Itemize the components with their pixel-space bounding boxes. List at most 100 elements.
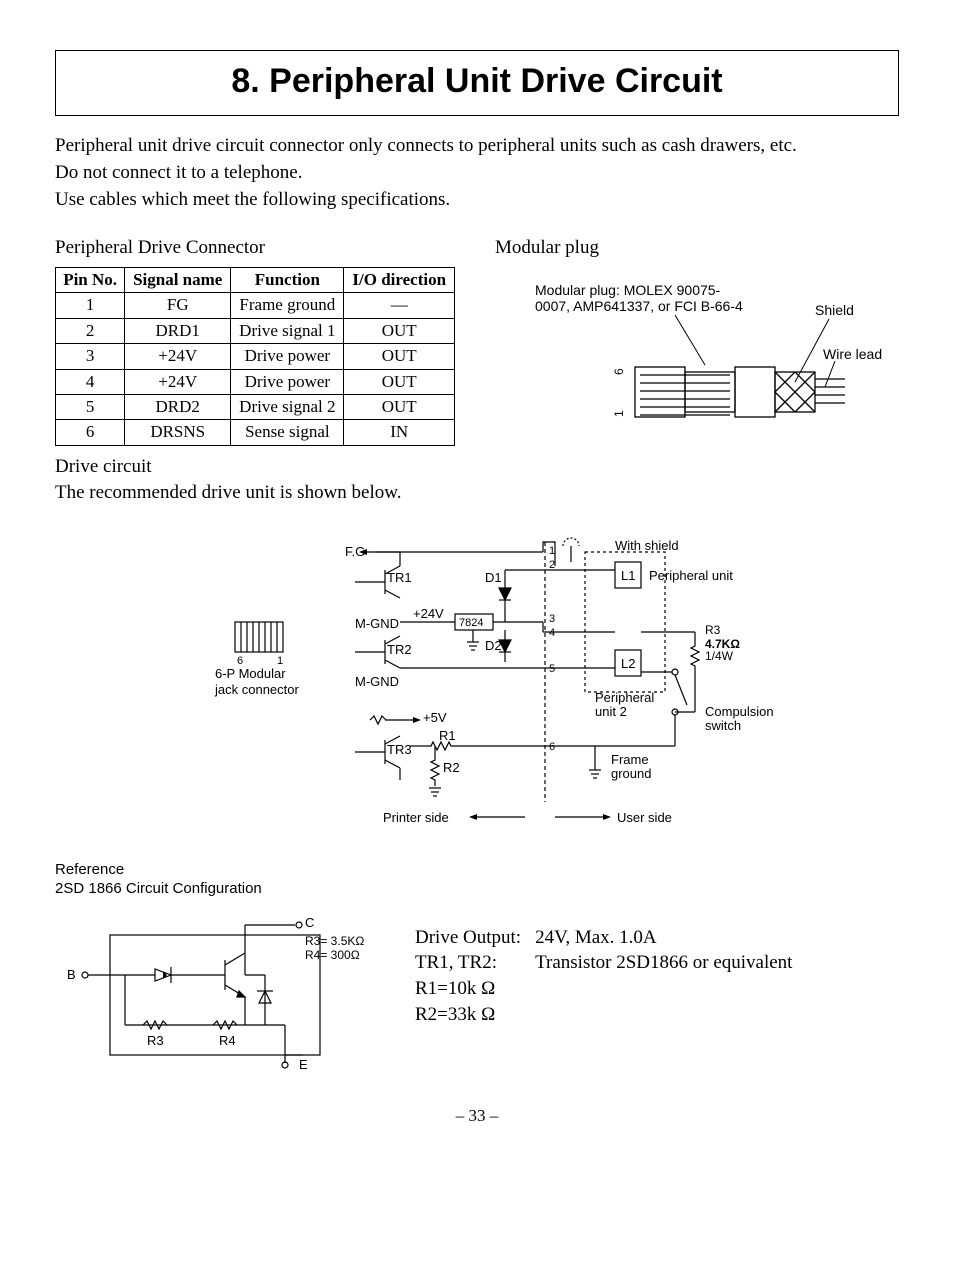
svg-text:5: 5 [549,663,555,675]
spec-tr-l: TR1, TR2: [415,950,521,976]
svg-text:B: B [67,967,76,982]
table-row: 3+24VDrive powerOUT [56,344,455,369]
svg-text:User side: User side [617,810,672,825]
modular-plug-diagram: Modular plug: MOLEX 90075- 0007, AMP6413… [495,267,895,447]
cell-io: OUT [344,369,455,394]
intro-p1: Peripheral unit drive circuit connector … [55,134,899,159]
svg-text:1/4W: 1/4W [705,649,734,663]
table-row: 4+24VDrive powerOUT [56,369,455,394]
svg-text:R3: R3 [147,1033,164,1048]
svg-text:+24V: +24V [413,606,444,621]
cell-io: OUT [344,394,455,419]
cell-func: Frame ground [231,293,344,318]
svg-text:ground: ground [611,766,651,781]
svg-text:6: 6 [549,741,555,753]
th-io: I/O direction [344,267,455,292]
svg-text:+5V: +5V [423,710,447,725]
cell-signal: DRD1 [125,318,231,343]
svg-text:1: 1 [277,655,283,667]
th-signal: Signal name [125,267,231,292]
cell-pin: 1 [56,293,125,318]
cell-signal: DRSNS [125,420,231,445]
svg-text:M-GND: M-GND [355,616,399,631]
cell-io: IN [344,420,455,445]
svg-text:Printer side: Printer side [383,810,449,825]
cell-pin: 4 [56,369,125,394]
reference-heading: Reference [55,860,899,880]
svg-text:switch: switch [705,718,741,733]
svg-text:Peripheral unit: Peripheral unit [649,568,733,583]
svg-text:6: 6 [237,655,243,667]
svg-text:R3= 3.5KΩ: R3= 3.5KΩ [305,934,364,948]
pin-table: Pin No. Signal name Function I/O directi… [55,267,455,446]
table-row: 6DRSNSSense signalIN [56,420,455,445]
svg-text:D1: D1 [485,570,502,585]
svg-text:R4= 300Ω: R4= 300Ω [305,948,360,962]
cell-func: Sense signal [231,420,344,445]
reference-circuit: B C E R3 R4 R3= 3.5KΩ R4= 300Ω [55,905,385,1075]
svg-text:Frame: Frame [611,752,649,767]
plug-pin6: 6 [612,368,626,375]
cell-io: — [344,293,455,318]
reference-sub: 2SD 1866 Circuit Configuration [55,879,899,899]
cell-signal: DRD2 [125,394,231,419]
svg-text:2: 2 [549,559,555,571]
shield-label: Shield [815,302,854,318]
th-pin: Pin No. [56,267,125,292]
svg-text:With shield: With shield [615,538,679,553]
svg-text:F.G: F.G [345,544,365,559]
svg-text:L1: L1 [621,568,635,583]
svg-text:7824: 7824 [459,617,483,629]
svg-text:D2: D2 [485,638,502,653]
svg-text:jack connector: jack connector [214,682,299,697]
cell-pin: 5 [56,394,125,419]
svg-text:Compulsion: Compulsion [705,704,774,719]
wire-lead-label: Wire lead [823,346,882,362]
spec-driveout-v: 24V, Max. 1.0A [535,925,792,951]
svg-text:R1: R1 [439,728,456,743]
cell-func: Drive power [231,344,344,369]
svg-text:TR3: TR3 [387,742,412,757]
spec-r1: R1=10k Ω [415,976,521,1002]
right-heading: Modular plug [495,236,899,261]
svg-text:R3: R3 [705,623,721,637]
plug-line2: 0007, AMP641337, or FCI B-66-4 [535,298,743,314]
cell-func: Drive signal 2 [231,394,344,419]
intro-p2: Do not connect it to a telephone. [55,161,899,186]
table-row: 5DRD2Drive signal 2OUT [56,394,455,419]
drive-circuit-diagram: F.G TR1 TR2 TR3 M-GND M-GND +24V +5V 782… [55,522,899,842]
drive-circuit-desc: The recommended drive unit is shown belo… [55,481,899,506]
table-row: 1FGFrame ground— [56,293,455,318]
svg-text:3: 3 [549,613,555,625]
svg-text:6-P Modular: 6-P Modular [215,666,286,681]
plug-pin1: 1 [612,410,626,417]
svg-text:TR1: TR1 [387,570,412,585]
plug-line1: Modular plug: MOLEX 90075- [535,282,721,298]
title-box: 8. Peripheral Unit Drive Circuit [55,50,899,116]
spec-driveout-l: Drive Output: [415,925,521,951]
cell-io: OUT [344,344,455,369]
svg-text:Peripheral: Peripheral [595,690,654,705]
spec-r2: R2=33k Ω [415,1002,521,1028]
cell-func: Drive power [231,369,344,394]
svg-text:TR2: TR2 [387,642,412,657]
intro-p3: Use cables which meet the following spec… [55,188,899,213]
cell-pin: 2 [56,318,125,343]
drive-circuit-heading: Drive circuit [55,455,899,480]
svg-text:E: E [299,1057,308,1072]
svg-text:1: 1 [549,545,555,557]
svg-text:C: C [305,915,314,930]
svg-text:4: 4 [549,627,555,639]
cell-signal: FG [125,293,231,318]
table-row: 2DRD1Drive signal 1OUT [56,318,455,343]
cell-signal: +24V [125,369,231,394]
spec-block: Drive Output: TR1, TR2: R1=10k Ω R2=33k … [415,925,792,1028]
page-title: 8. Peripheral Unit Drive Circuit [56,59,898,103]
left-heading: Peripheral Drive Connector [55,236,455,261]
cell-pin: 3 [56,344,125,369]
svg-text:R4: R4 [219,1033,236,1048]
svg-text:M-GND: M-GND [355,674,399,689]
page-number: – 33 – [55,1105,899,1127]
cell-io: OUT [344,318,455,343]
spec-tr-v: Transistor 2SD1866 or equivalent [535,950,792,976]
